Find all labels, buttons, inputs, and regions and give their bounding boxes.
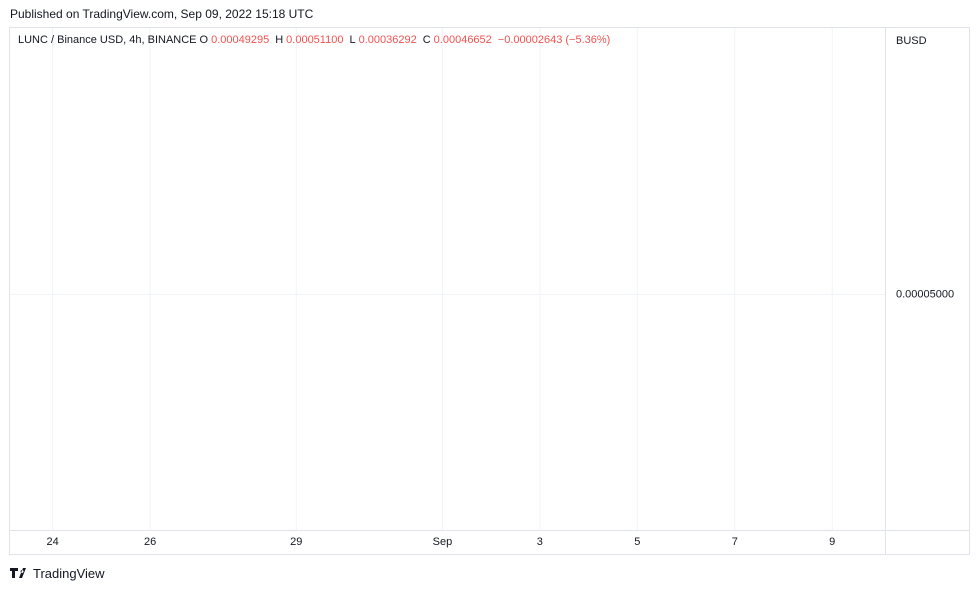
symbol: LUNC / Binance USD, 4h, BINANCE: [18, 34, 197, 46]
x-tick-label: 26: [144, 536, 156, 548]
x-tick-label: 3: [537, 536, 543, 548]
published-note: Published on TradingView.com, Sep 09, 20…: [10, 7, 314, 21]
x-tick-label: 7: [732, 536, 738, 548]
x-tick-label: 9: [829, 536, 835, 548]
legend: LUNC / Binance USD, 4h, BINANCE O 0.000492…: [18, 34, 616, 46]
field-value: 0.00036292: [358, 34, 417, 46]
frame: [9, 27, 970, 555]
x-tick-label: 24: [47, 536, 59, 548]
field-key: L: [349, 34, 356, 46]
y-tick-label: 0.00005000: [896, 288, 954, 300]
x-tick-label: 29: [290, 536, 302, 548]
field-value: 0.00049295: [211, 34, 270, 46]
brand: TradingView: [33, 566, 105, 581]
change: −0.00002643 (−5.36%): [497, 34, 611, 46]
field-value: 0.00051100: [286, 34, 344, 46]
field-key: C: [422, 34, 431, 46]
x-tick-label: 5: [634, 536, 640, 548]
currency: BUSD: [896, 35, 927, 47]
field-value: 0.00046652: [433, 34, 492, 46]
field-key: H: [275, 34, 284, 46]
field-key: O: [199, 34, 209, 46]
logo: [10, 568, 26, 578]
x-tick-label: Sep: [433, 536, 453, 548]
